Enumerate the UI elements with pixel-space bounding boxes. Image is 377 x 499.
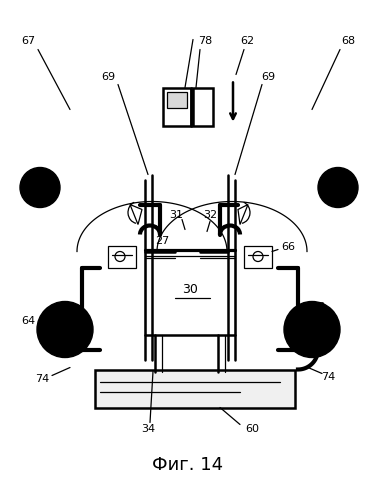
Bar: [95, 369, 295, 408]
Bar: [163, 87, 191, 126]
Circle shape: [318, 168, 358, 208]
Text: 74: 74: [35, 375, 49, 385]
Bar: [244, 246, 272, 267]
Bar: [193, 87, 213, 126]
Bar: [167, 91, 187, 107]
Text: 78: 78: [198, 36, 212, 46]
Circle shape: [20, 168, 60, 208]
Text: 69: 69: [261, 72, 275, 82]
Text: 67: 67: [21, 36, 35, 46]
Text: 64: 64: [21, 316, 35, 326]
Text: 30: 30: [182, 283, 198, 296]
Text: 74: 74: [321, 372, 335, 383]
Text: 34: 34: [141, 425, 155, 435]
Text: 28: 28: [311, 302, 325, 312]
Text: 68: 68: [341, 36, 355, 46]
Circle shape: [37, 301, 93, 357]
Bar: [108, 246, 136, 267]
Circle shape: [284, 301, 340, 357]
Polygon shape: [130, 205, 142, 225]
Polygon shape: [238, 205, 248, 225]
Text: 60: 60: [245, 425, 259, 435]
Text: 32: 32: [203, 210, 217, 220]
Text: 69: 69: [101, 72, 115, 82]
Text: 66: 66: [281, 243, 295, 252]
Text: 65: 65: [315, 342, 329, 352]
Text: 27: 27: [155, 237, 169, 247]
Text: 31: 31: [169, 210, 183, 220]
Text: 62: 62: [240, 36, 254, 46]
Text: Фиг. 14: Фиг. 14: [152, 456, 224, 474]
